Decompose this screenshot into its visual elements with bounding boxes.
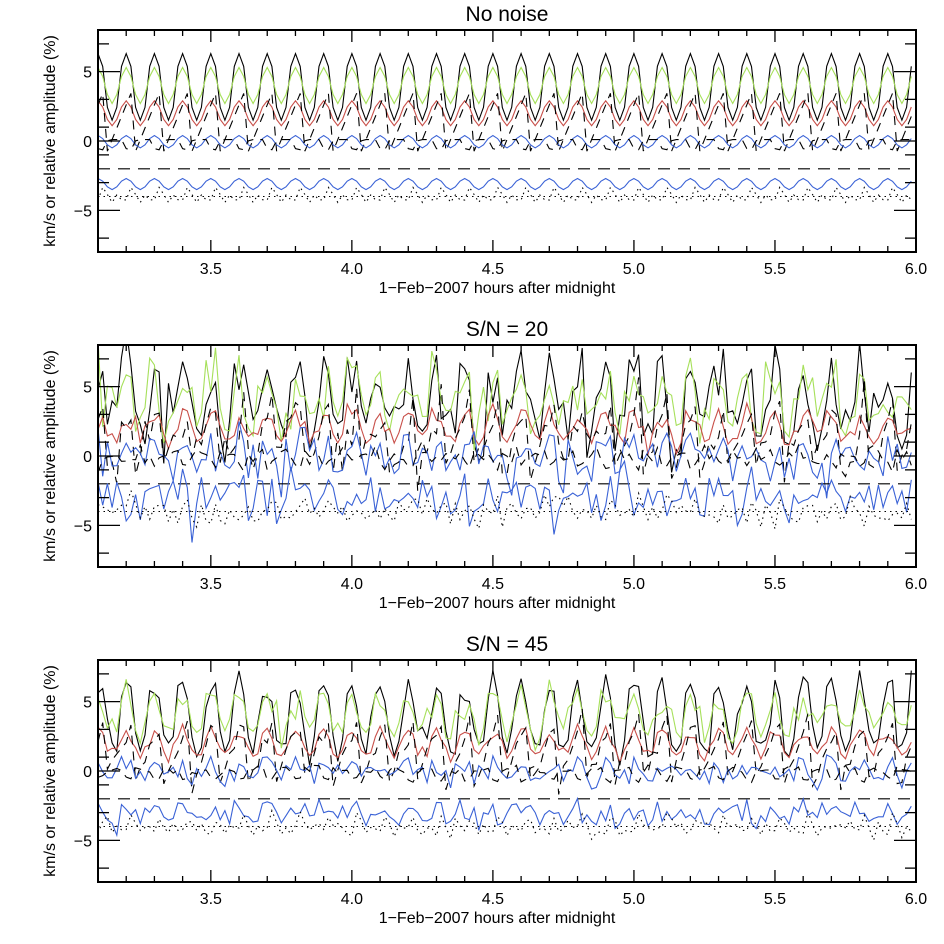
- y-tick-label: 0: [83, 134, 92, 151]
- x-tick-label: 5.5: [764, 261, 786, 278]
- y-tick-label: 5: [83, 380, 92, 397]
- series-line-red: [98, 401, 912, 456]
- series-line-green: [98, 679, 912, 752]
- series-line-black-solid: [98, 52, 912, 122]
- x-axis-label: 1−Feb−2007 hours after midnight: [379, 595, 616, 612]
- y-tick-label: −5: [74, 833, 92, 850]
- y-tick-label: 0: [83, 449, 92, 466]
- x-tick-label: 4.0: [341, 576, 363, 593]
- y-axis-label: km/s or relative amplitude (%): [42, 350, 59, 562]
- series-line-blue-upper: [98, 134, 912, 149]
- chart-title: S/N = 20: [466, 318, 548, 341]
- x-tick-label: 3.5: [200, 576, 222, 593]
- x-tick-label: 4.5: [482, 576, 504, 593]
- y-tick-label: 0: [83, 764, 92, 781]
- x-tick-label: 5.0: [623, 891, 645, 908]
- series-line-black-dashed: [98, 377, 912, 492]
- y-axis-label: km/s or relative amplitude (%): [42, 35, 59, 247]
- chart-title: S/N = 45: [466, 633, 548, 656]
- series-line-blue-lower: [98, 177, 912, 191]
- series-group: [98, 345, 912, 543]
- panel-3: S/N = 45 3.5 4.0 4.5 5.0 5.5 6.0 −5 0 5 1−Feb−2007…: [42, 633, 927, 927]
- y-tick-label: 5: [83, 695, 92, 712]
- x-tick-label: 5.5: [764, 891, 786, 908]
- series-line-green: [98, 345, 912, 451]
- plot-frame: [97, 659, 917, 883]
- x-tick-label: 5.0: [623, 576, 645, 593]
- series-line-blue-upper: [98, 754, 912, 792]
- y-tick-label: −5: [74, 518, 92, 535]
- series-line-black-dashed-zero: [98, 438, 912, 474]
- series-line-dotted-oscillation: [98, 186, 912, 204]
- x-axis-label: 1−Feb−2007 hours after midnight: [379, 910, 616, 927]
- series-line-black-dashed-zero: [98, 139, 912, 151]
- x-tick-label: 4.5: [482, 891, 504, 908]
- series-group: [98, 670, 912, 843]
- x-tick-label: 6.0: [905, 261, 927, 278]
- series-line-dotted-oscillation: [98, 488, 912, 531]
- series-line-black-dashed: [98, 708, 912, 795]
- series-line-red: [98, 722, 912, 765]
- series-line-black-dashed-zero: [98, 764, 912, 784]
- series-line-dotted-oscillation: [98, 808, 912, 843]
- x-tick-label: 4.0: [341, 261, 363, 278]
- series-line-blue-upper: [98, 421, 912, 499]
- y-tick-label: 5: [83, 65, 92, 82]
- series-line-green: [98, 66, 912, 105]
- x-tick-label: 6.0: [905, 891, 927, 908]
- x-axis-label: 1−Feb−2007 hours after midnight: [379, 280, 616, 297]
- x-tick-label: 5.0: [623, 261, 645, 278]
- panel-2: S/N = 20 3.5 4.0 4.5 5.0 5.5 6.0 −5 0 5 1−Feb−2007…: [42, 318, 927, 612]
- series-line-black-dashed: [98, 93, 912, 152]
- x-tick-label: 3.5: [200, 891, 222, 908]
- series-line-blue-lower: [98, 796, 912, 838]
- x-tick-label: 3.5: [200, 261, 222, 278]
- y-axis-label: km/s or relative amplitude (%): [42, 665, 59, 877]
- x-tick-label: 4.5: [482, 261, 504, 278]
- panel-1: No noise 3.5 4.0 4.5 5.0 5.5 6.0 −5 0 5 1−Feb−2007…: [42, 3, 927, 297]
- x-tick-label: 6.0: [905, 576, 927, 593]
- x-tick-label: 4.0: [341, 891, 363, 908]
- series-line-red: [98, 99, 912, 127]
- chart-title: No noise: [466, 3, 549, 26]
- y-tick-label: −5: [74, 203, 92, 220]
- series-line-blue-lower: [98, 459, 912, 543]
- series-group: [98, 52, 912, 204]
- x-tick-label: 5.5: [764, 576, 786, 593]
